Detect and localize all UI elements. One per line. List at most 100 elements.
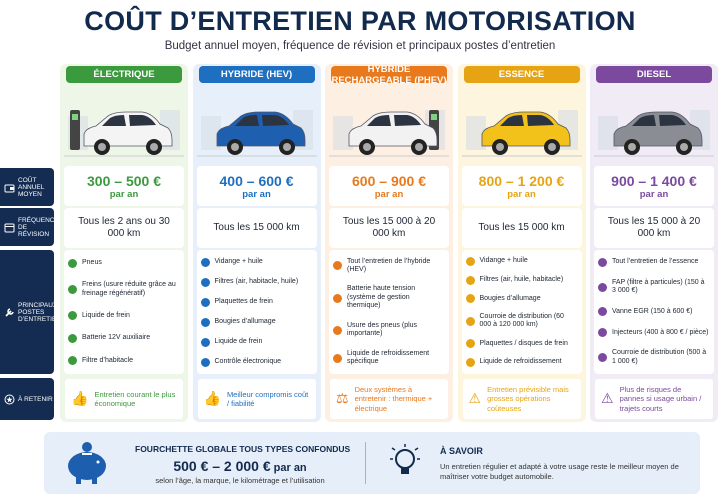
piggy-icon bbox=[68, 442, 106, 484]
row-label-text: FRÉQUENCE DE RÉVISION bbox=[18, 216, 59, 238]
item: Bougies d’allumage bbox=[200, 317, 313, 327]
subtitle: Budget annuel moyen, fréquence de révisi… bbox=[164, 40, 556, 52]
title: COÛT D’ENTRETIEN PAR MOTORISATION bbox=[84, 6, 636, 36]
cost-unit: par an bbox=[374, 188, 404, 200]
frequency-box: Tous les 15 000 km bbox=[461, 208, 582, 248]
item-text: Liquide de frein bbox=[82, 311, 130, 319]
item: Plaquettes de frein bbox=[200, 297, 313, 307]
note-icon: 👍 bbox=[203, 390, 221, 407]
car bbox=[60, 86, 188, 167]
frequency: Tous les 2 ans ou 30 000 km bbox=[78, 215, 170, 240]
row-label-text: À RETENIR bbox=[18, 395, 53, 403]
item-icon bbox=[465, 256, 475, 266]
item: Bougies d’allumage bbox=[465, 294, 578, 304]
item-text: Injecteurs (400 à 800 € / pièce) bbox=[612, 328, 709, 336]
frequency: Tous les 15 000 à 20 000 km bbox=[607, 215, 701, 240]
cost-unit: par an bbox=[242, 188, 271, 200]
item: Courroie de distribution (500 à 1 000 €) bbox=[598, 349, 710, 366]
item: Liquide de frein bbox=[200, 337, 313, 347]
row-label-text: COÛT ANNUEL MOYEN bbox=[18, 176, 45, 198]
item-icon bbox=[465, 275, 475, 285]
range: 500 € – 2 000 € bbox=[173, 458, 271, 474]
row-label-text: PRINCIPAUX POSTES D’ENTRETIEN bbox=[18, 301, 61, 323]
item-icon bbox=[200, 317, 210, 327]
item: Contrôle électronique bbox=[200, 357, 313, 367]
item-text: Plaquettes / disques de frein bbox=[479, 339, 568, 347]
item: FAP (filtre à particules) (150 à 3 000 €… bbox=[598, 279, 710, 296]
range-unit: par an bbox=[273, 462, 307, 474]
item-text: Tout l’entretien de l’hybride (HEV) bbox=[347, 257, 431, 273]
item-icon bbox=[68, 311, 77, 321]
item-text: Liquide de refroidissement bbox=[479, 358, 562, 366]
frequency-box: Tous les 15 000 à 20 000 km bbox=[329, 208, 449, 248]
column-header: DIESEL bbox=[596, 66, 712, 83]
item-text: Plaquettes de frein bbox=[214, 297, 273, 305]
note: ⚖ Deux systèmes à entretenir : thermique … bbox=[329, 378, 449, 420]
tip-title: À SAVOIR bbox=[440, 446, 483, 456]
note-icon: ⚠ bbox=[468, 390, 482, 407]
item: Filtres (air, huile, habitacle) bbox=[465, 275, 578, 285]
frequency: Tous les 15 000 à 20 000 km bbox=[342, 215, 436, 240]
item: Plaquettes / disques de frein bbox=[465, 339, 578, 349]
car bbox=[325, 86, 453, 167]
item: Liquide de frein bbox=[68, 311, 180, 321]
cost-unit: par an bbox=[109, 188, 139, 200]
car-illustration bbox=[60, 86, 188, 162]
note-text: Entretien courant le plus économique bbox=[94, 389, 176, 408]
item-icon bbox=[200, 257, 210, 267]
column-header: ÉLECTRIQUE bbox=[66, 66, 182, 83]
items: Tout l’entretien de l’essence FAP (filtre… bbox=[594, 250, 714, 374]
car bbox=[457, 86, 586, 167]
car-illustration bbox=[325, 86, 453, 162]
item-icon bbox=[465, 294, 475, 304]
frequency-box: Tous les 2 ans ou 30 000 km bbox=[64, 208, 184, 248]
item-text: Liquide de frein bbox=[214, 337, 263, 345]
item-text: Vidange + huile bbox=[479, 257, 528, 265]
divider bbox=[365, 442, 366, 484]
item: Freins (usure réduite grâce au freinage … bbox=[68, 281, 180, 298]
item: Vanne EGR (150 à 600 €) bbox=[598, 307, 710, 317]
note: ⚠ Entretien prévisible mais grosses opéra… bbox=[461, 378, 582, 420]
item-text: Contrôle électronique bbox=[214, 357, 282, 365]
item-icon bbox=[465, 339, 475, 349]
note: 👍 Meilleur compromis coût / fiabilité bbox=[196, 378, 317, 420]
item-text: Pneus bbox=[82, 259, 102, 267]
item-text: Batterie haute tension (système de gesti… bbox=[347, 285, 416, 310]
items: Pneus Freins (usure réduite grâce au frei… bbox=[64, 250, 184, 374]
column-header: ESSENCE bbox=[463, 66, 580, 83]
item-text: Courroie de distribution (500 à 1 000 €) bbox=[612, 349, 707, 365]
item-icon bbox=[598, 257, 607, 267]
note-icon: ⚖ bbox=[336, 390, 349, 407]
items: Tout l’entretien de l’hybride (HEV) Batte… bbox=[329, 250, 449, 374]
item: Vidange + huile bbox=[465, 256, 578, 266]
item: Pneus bbox=[68, 258, 180, 268]
item-text: Filtre d’habitacle bbox=[82, 356, 133, 364]
item: Usure des pneus (plus importante) bbox=[333, 322, 445, 339]
note: 👍 Entretien courant le plus économique bbox=[64, 378, 184, 420]
range-title: FOURCHETTE GLOBALE TOUS TYPES CONFONDUS bbox=[135, 444, 351, 454]
column: HYBRIDE RECHARGEABLE (PHEV) 600 – 900 € p… bbox=[325, 64, 453, 422]
note-text: Entretien prévisible mais grosses opérat… bbox=[487, 384, 569, 413]
row-label: COÛT ANNUEL MOYEN bbox=[0, 168, 54, 206]
row-label: À RETENIR bbox=[0, 378, 54, 420]
car-illustration bbox=[457, 86, 586, 162]
item-icon bbox=[333, 261, 342, 271]
item-icon bbox=[68, 333, 77, 343]
item-text: Courroie de distribution (60 000 à 120 0… bbox=[479, 312, 564, 329]
cost-box: 800 – 1 200 € par an bbox=[461, 166, 582, 206]
icon bbox=[5, 307, 14, 317]
cost-box: 400 – 600 € par an bbox=[196, 166, 317, 206]
icon bbox=[4, 184, 15, 192]
row-label: FRÉQUENCE DE RÉVISION bbox=[0, 208, 59, 246]
note-text: Meilleur compromis coût / fiabilité bbox=[226, 389, 309, 408]
item-icon bbox=[200, 277, 210, 287]
note-text: Plus de risques de pannes si usage urbai… bbox=[619, 384, 702, 413]
column: ÉLECTRIQUE 300 – 500 € par an Tous les 2 a… bbox=[60, 64, 188, 422]
item-text: Usure des pneus (plus importante) bbox=[347, 321, 418, 338]
icon bbox=[4, 223, 15, 232]
item-text: Filtres (air, habitacle, huile) bbox=[214, 277, 299, 285]
item: Batterie 12V auxiliaire bbox=[68, 333, 180, 343]
item: Tout l’entretien de l’essence bbox=[598, 257, 710, 267]
frequency-box: Tous les 15 000 km bbox=[196, 208, 317, 248]
note-text: Deux systèmes à entretenir : thermique +… bbox=[354, 384, 433, 413]
